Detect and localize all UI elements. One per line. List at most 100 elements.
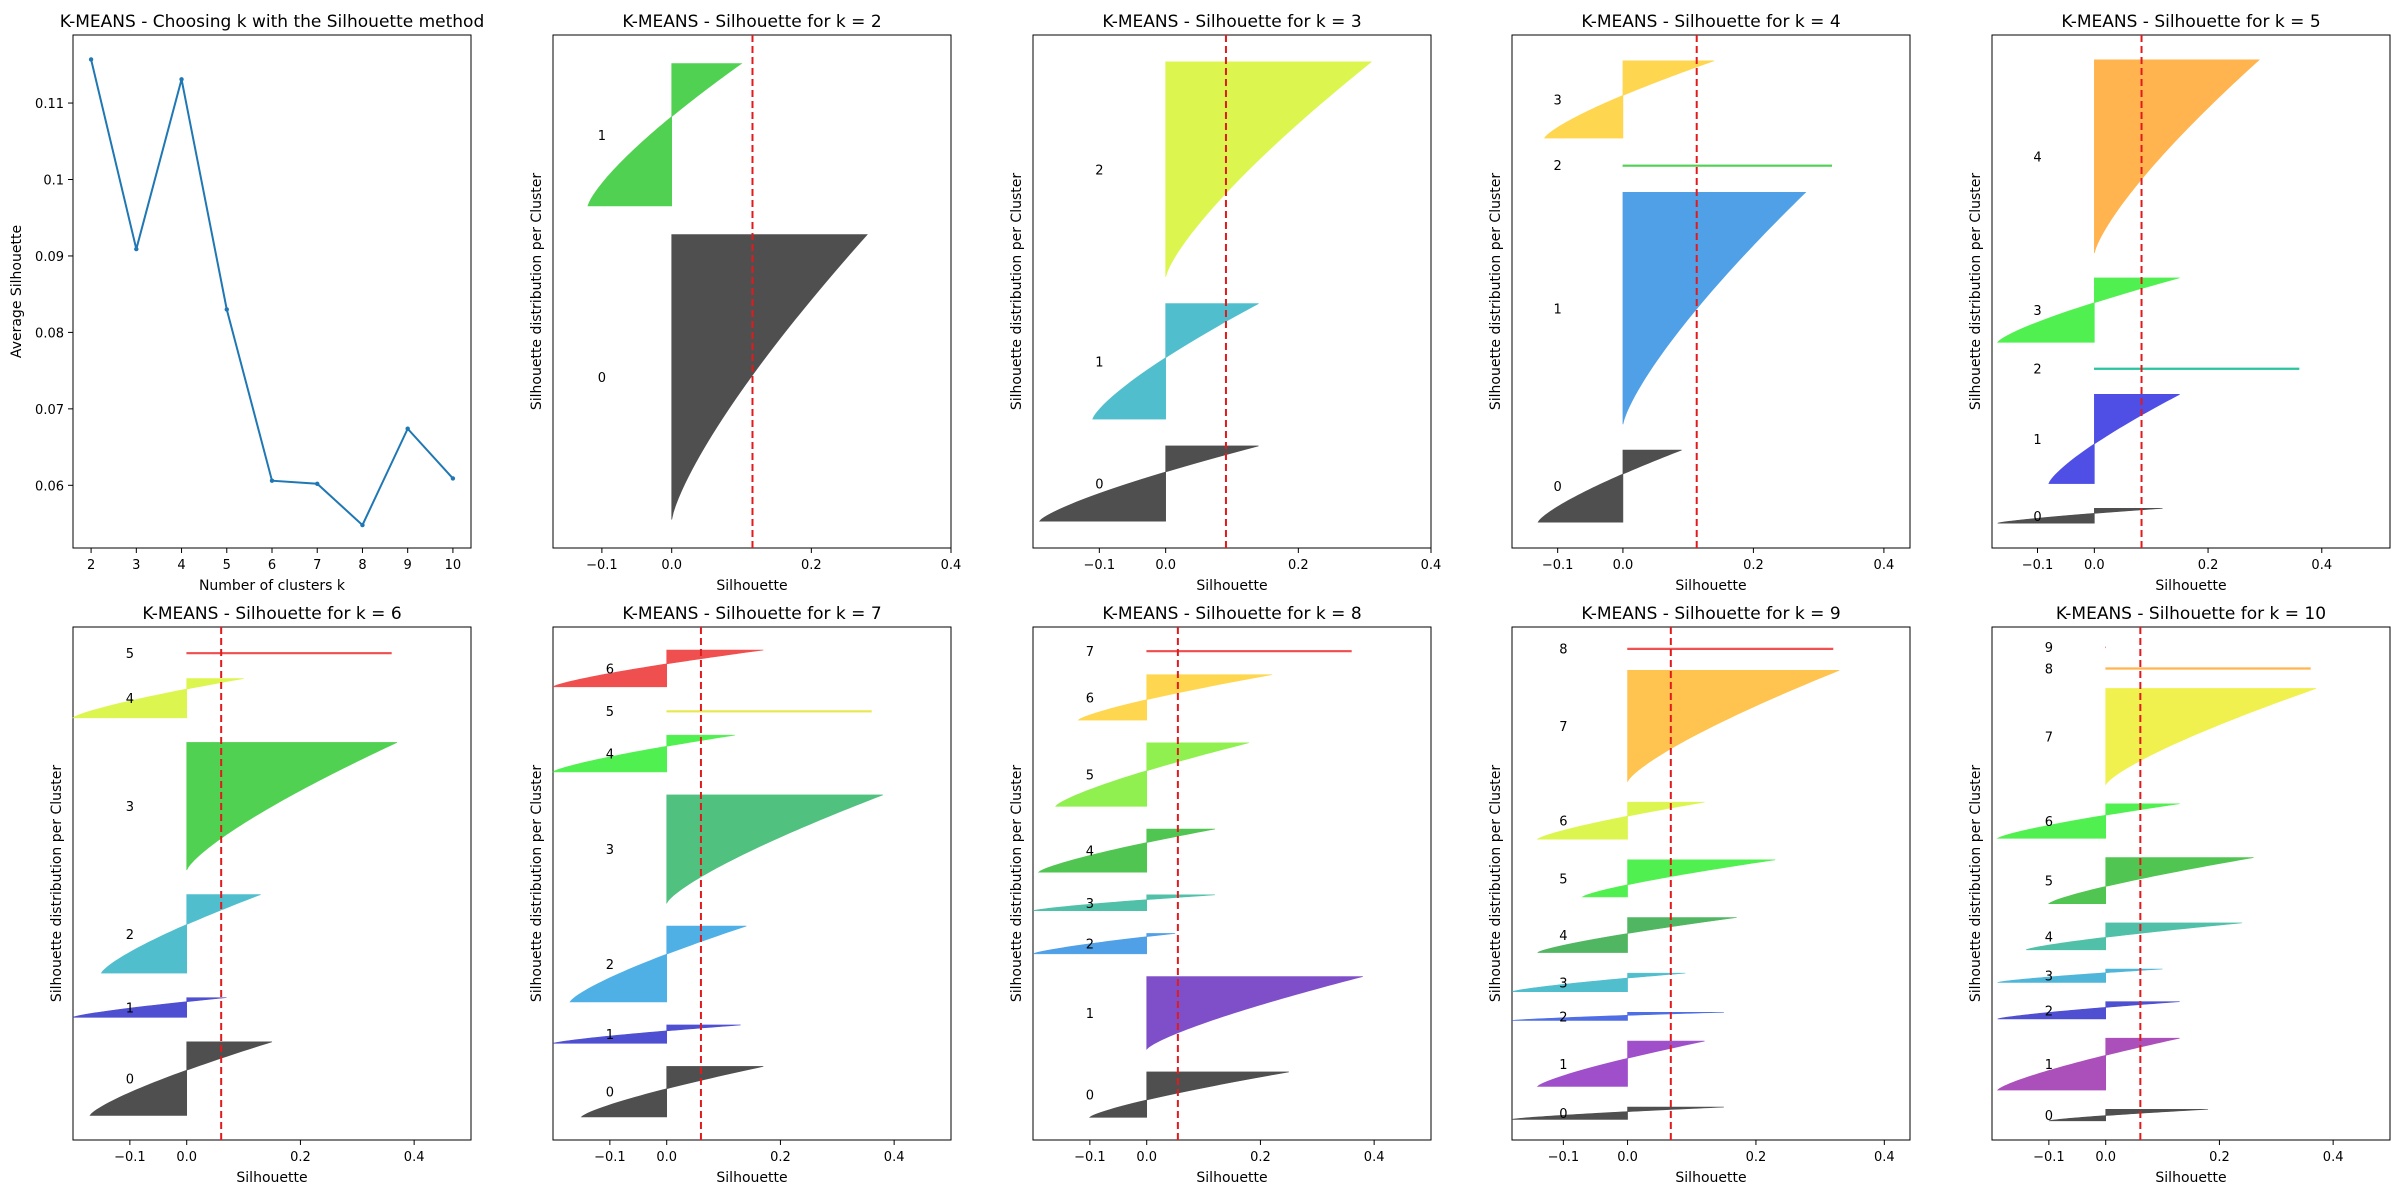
panel-k5: K-MEANS - Silhouette for k = 5 Silhouette… [1968,12,2391,594]
cluster-label: 7 [2045,731,2053,746]
axes-frame [1511,626,1911,1141]
cluster-area [1996,1037,2180,1091]
cluster-label: 0 [2033,510,2041,525]
cluster-label: 0 [126,1073,134,1088]
x-tick-label: 0.4 [2311,558,2332,573]
x-tick-label: 0.4 [1364,1150,1385,1165]
x-tick-label: 0.4 [404,1150,425,1165]
cluster-area [666,710,872,713]
panel-k8: K-MEANS - Silhouette for k = 8 Silhouette… [1009,604,1432,1186]
cluster-label: 2 [1559,1010,1567,1025]
data-point [88,57,94,62]
cluster-label: 3 [1559,976,1567,991]
x-tick-label: 9 [404,558,412,573]
y-tick-label: 0.09 [35,250,64,265]
x-axis-label: Silhouette [1196,1170,1267,1186]
cluster-label: 1 [2033,433,2041,448]
axes-frame [72,626,472,1141]
cluster-label: 3 [606,843,614,858]
cluster-area [1032,933,1176,955]
panel-k6: K-MEANS - Silhouette for k = 6 Silhouette… [49,604,472,1186]
cluster-area [2048,394,2180,484]
y-axis-label: Silhouette distribution per Cluster [1009,173,1025,411]
y-axis-label: Silhouette distribution per Cluster [529,765,545,1003]
x-tick-label: 0.0 [1617,1150,1638,1165]
cluster-label: 0 [1086,1089,1094,1104]
data-point [269,478,275,483]
x-tick-label: −0.1 [1084,558,1116,573]
x-tick-label: 0.4 [884,1150,905,1165]
cluster-area [2048,1108,2209,1122]
x-axis-label: Silhouette [2155,1170,2226,1186]
cluster-label: 1 [1095,355,1103,370]
cluster-area [1997,508,2163,524]
x-tick-label: −0.1 [1542,558,1574,573]
y-axis-label: Silhouette distribution per Cluster [1968,765,1984,1003]
cluster-area [2026,922,2243,951]
cluster-area [1077,674,1272,721]
cluster-label: 8 [2045,662,2053,677]
chart-title: K-MEANS - Silhouette for k = 6 [142,604,401,624]
panel-k9: K-MEANS - Silhouette for k = 9 Silhouette… [1488,604,1911,1186]
cluster-label: 2 [1086,938,1094,953]
y-axis-label: Average Silhouette [9,225,25,358]
cluster-area [1146,650,1352,653]
cluster-area [1996,803,2180,839]
cluster-label: 0 [1554,480,1562,495]
cluster-area [72,678,244,719]
y-tick-label: 0.1 [43,173,64,188]
x-tick-label: −0.1 [114,1150,146,1165]
cluster-label: 6 [1559,815,1567,830]
cluster-area [1997,277,2180,343]
cluster-area [1581,859,1776,898]
cluster-area [186,742,398,871]
cluster-area [1622,164,1832,167]
cluster-area [1537,449,1682,523]
x-tick-label: 0.0 [661,558,682,573]
x-tick-label: −0.1 [2033,1150,2065,1165]
cluster-label: 5 [606,705,614,720]
cluster-area [1088,1071,1289,1118]
cluster-label: 1 [1559,1058,1567,1073]
panel-k7: K-MEANS - Silhouette for k = 7 Silhouette… [529,604,952,1186]
y-tick-label: 0.07 [35,403,64,418]
x-axis-label: Silhouette [1675,578,1746,594]
cluster-label: 6 [1086,691,1094,706]
x-tick-label: 0.2 [1743,558,1764,573]
chart-title: K-MEANS - Silhouette for k = 3 [1102,12,1361,32]
x-tick-label: 0.2 [2209,1150,2230,1165]
cluster-area [1032,894,1215,912]
cluster-label: 8 [1559,643,1567,658]
cluster-area [89,1041,273,1116]
axes-frame [1032,626,1432,1141]
x-tick-label: 0.4 [1874,558,1895,573]
x-axis-label: Silhouette [2155,578,2226,594]
y-axis-label: Silhouette distribution per Cluster [529,173,545,411]
x-axis-label: Number of clusters k [199,578,346,594]
cluster-area [1544,60,1715,139]
cluster-area [569,925,747,1003]
cluster-label: 5 [2045,875,2053,890]
x-axis-label: Silhouette [1196,578,1267,594]
cluster-label: 3 [1086,897,1094,912]
cluster-area [1037,828,1215,873]
cluster-area [1511,1106,1724,1120]
x-tick-label: 0.4 [1874,1150,1895,1165]
y-tick-label: 0.11 [35,97,64,112]
x-axis-label: Silhouette [1675,1170,1746,1186]
cluster-label: 3 [126,800,134,815]
cluster-area [552,1024,741,1044]
x-tick-label: 6 [268,558,276,573]
x-axis-label: Silhouette [716,1170,787,1186]
y-axis-label: Silhouette distribution per Cluster [1968,173,1984,411]
cluster-label: 1 [598,129,606,144]
cluster-label: 2 [606,958,614,973]
x-tick-label: 0.2 [770,1150,791,1165]
cluster-area [1536,801,1705,840]
cluster-label: 0 [1095,478,1103,493]
cluster-area [1055,742,1250,807]
x-tick-label: −0.1 [594,1150,626,1165]
cluster-label: 1 [1554,302,1562,317]
x-tick-label: 0.2 [1746,1150,1767,1165]
